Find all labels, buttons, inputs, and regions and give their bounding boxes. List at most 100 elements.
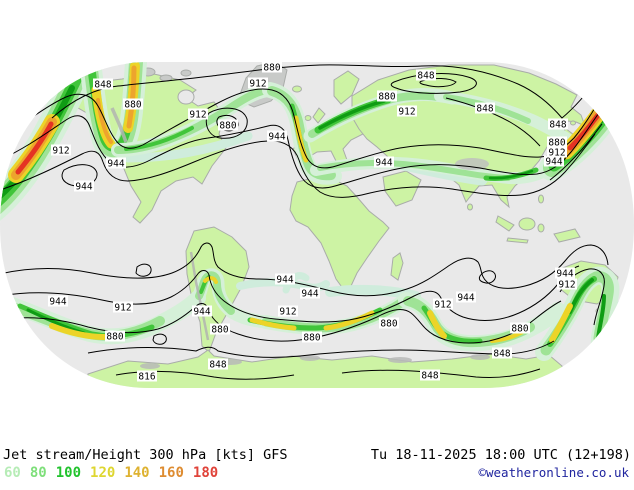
andes bbox=[189, 251, 210, 341]
weather-map: 848 880 912 880 912 880 944 912 944 944 848 880 912 8… bbox=[0, 62, 634, 388]
contour-label: 880 bbox=[548, 138, 565, 149]
legend-value: 60 bbox=[4, 465, 21, 481]
contour-label: 944 bbox=[75, 182, 92, 193]
contour-label-box bbox=[548, 118, 568, 130]
java bbox=[506, 237, 529, 244]
contour-label-box bbox=[105, 330, 125, 342]
continent-africa bbox=[289, 176, 390, 291]
contour-label-box bbox=[218, 119, 238, 131]
sulawesi bbox=[537, 223, 545, 233]
great-britain bbox=[312, 107, 326, 124]
antarctic-coast-ice bbox=[300, 355, 320, 361]
contour-label-box bbox=[302, 331, 322, 343]
legend-value: 180 bbox=[192, 465, 219, 481]
contour-label-box bbox=[379, 317, 399, 329]
antarctic-coast-ice bbox=[470, 354, 490, 360]
scandinavia bbox=[333, 70, 360, 105]
contour-label-box bbox=[547, 146, 567, 158]
sri-lanka bbox=[467, 203, 473, 211]
contour-label-box bbox=[93, 78, 113, 90]
contour-label: 816 bbox=[138, 372, 155, 383]
contour-label: 848 bbox=[417, 71, 434, 82]
contour-label-box bbox=[377, 90, 397, 102]
legend-value: 120 bbox=[90, 465, 116, 481]
chart-title: Jet stream/Height 300 hPa [kts] GFS bbox=[3, 447, 288, 463]
contour-label: 944 bbox=[556, 269, 573, 280]
contour-label: 848 bbox=[476, 104, 493, 115]
sumatra bbox=[495, 215, 515, 232]
hokkaido bbox=[570, 120, 576, 126]
contour-label-box bbox=[51, 144, 71, 156]
contour-label-box bbox=[123, 98, 143, 110]
contour-label: 944 bbox=[268, 132, 285, 143]
contour-label-box bbox=[557, 278, 577, 290]
contour-label-box bbox=[475, 102, 495, 114]
contour-label: 912 bbox=[249, 79, 266, 90]
contour-label: 944 bbox=[301, 289, 318, 300]
contour-label-box bbox=[248, 77, 268, 89]
legend-value: 160 bbox=[158, 465, 184, 481]
contour-label: 944 bbox=[545, 157, 562, 168]
rockies bbox=[110, 107, 128, 143]
contour-label: 880 bbox=[124, 100, 141, 111]
contour-label-box bbox=[492, 347, 512, 359]
contour-label: 912 bbox=[189, 110, 206, 121]
contour-label-box bbox=[113, 301, 133, 313]
contour-label-box bbox=[456, 291, 476, 303]
iceland bbox=[292, 85, 302, 93]
contour-label-box bbox=[137, 370, 157, 382]
contour-label: 880 bbox=[303, 333, 320, 344]
contour-label: 848 bbox=[421, 371, 438, 382]
contour-label: 912 bbox=[398, 107, 415, 118]
legend-value: 80 bbox=[29, 465, 47, 481]
contour-label-box bbox=[267, 130, 287, 142]
mountain-ranges bbox=[110, 107, 490, 369]
borneo bbox=[518, 217, 536, 231]
contour-label: 880 bbox=[263, 63, 280, 74]
antarctic-coast-ice bbox=[140, 363, 160, 369]
contour-label-box bbox=[300, 287, 320, 299]
contour-label: 912 bbox=[52, 146, 69, 157]
contour-label: 880 bbox=[511, 324, 528, 335]
contour-label-box bbox=[262, 62, 282, 73]
contour-label-box bbox=[510, 322, 530, 334]
contour-label: 944 bbox=[457, 293, 474, 304]
contour-label-box bbox=[416, 69, 436, 81]
hudson-bay bbox=[177, 89, 195, 105]
contour-label: 880 bbox=[378, 92, 395, 103]
contour-label: 944 bbox=[375, 158, 392, 169]
ireland bbox=[304, 115, 312, 121]
contour-label: 912 bbox=[434, 300, 451, 311]
jet-band-pacific bbox=[0, 62, 99, 223]
legend-value: 140 bbox=[124, 465, 150, 481]
contour-label: 944 bbox=[107, 159, 124, 170]
contour-label: 944 bbox=[49, 297, 66, 308]
contour-label-box bbox=[275, 273, 295, 285]
tibet-plateau bbox=[455, 158, 489, 170]
contour-label-box bbox=[397, 105, 417, 117]
contour-label-box bbox=[278, 305, 298, 317]
contour-label-box bbox=[48, 295, 68, 307]
contour-label: 912 bbox=[548, 148, 565, 159]
contour-label-box bbox=[555, 267, 575, 279]
copyright-link[interactable]: ©weatheronline.co.uk bbox=[478, 465, 629, 480]
continent-antarctica bbox=[85, 349, 567, 388]
antarctic-coast-ice bbox=[388, 357, 412, 363]
jet-band-south-atlantic bbox=[247, 293, 413, 335]
valid-time: Tu 18-11-2025 18:00 UTC (12+198) bbox=[370, 447, 631, 463]
contour-label: 912 bbox=[279, 307, 296, 318]
contour-label: 944 bbox=[193, 307, 210, 318]
contour-label-box bbox=[420, 369, 440, 381]
contour-label-box bbox=[210, 323, 230, 335]
contour-label-box bbox=[74, 180, 94, 192]
contour-label-box bbox=[544, 155, 564, 167]
contour-label: 848 bbox=[209, 360, 226, 371]
contour-label-box bbox=[374, 156, 394, 168]
madagascar bbox=[390, 252, 404, 281]
contour-label-box bbox=[208, 358, 228, 370]
contour-label-box bbox=[106, 157, 126, 169]
jet-band-south-asia bbox=[310, 156, 566, 185]
new-zealand bbox=[619, 309, 629, 323]
